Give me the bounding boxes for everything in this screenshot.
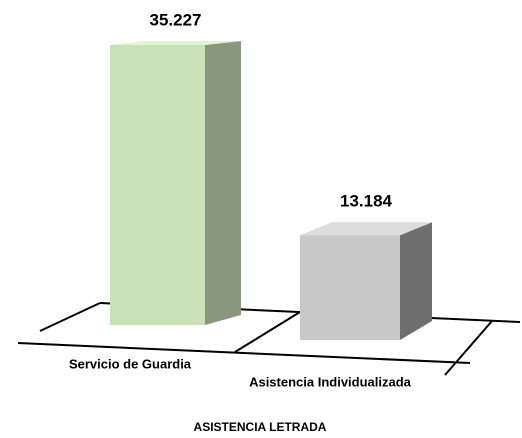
bar [110,45,205,325]
bar-top [300,222,432,236]
floor-left-edge [39,302,101,332]
bar-top [110,41,241,45]
bar [300,235,400,340]
bar-side [400,222,432,340]
category-label: Asistencia Individualizada [249,374,412,389]
category-label: Servicio de Guardia [69,356,192,371]
value-label: 35.227 [150,10,202,29]
value-label: 13.184 [340,192,393,211]
x-axis-title: ASISTENCIA LETRADA [194,420,327,434]
floor-right-edge [444,320,493,376]
floor-front-edge [17,342,471,364]
floor-divider [234,311,301,353]
bar-side [205,41,241,325]
